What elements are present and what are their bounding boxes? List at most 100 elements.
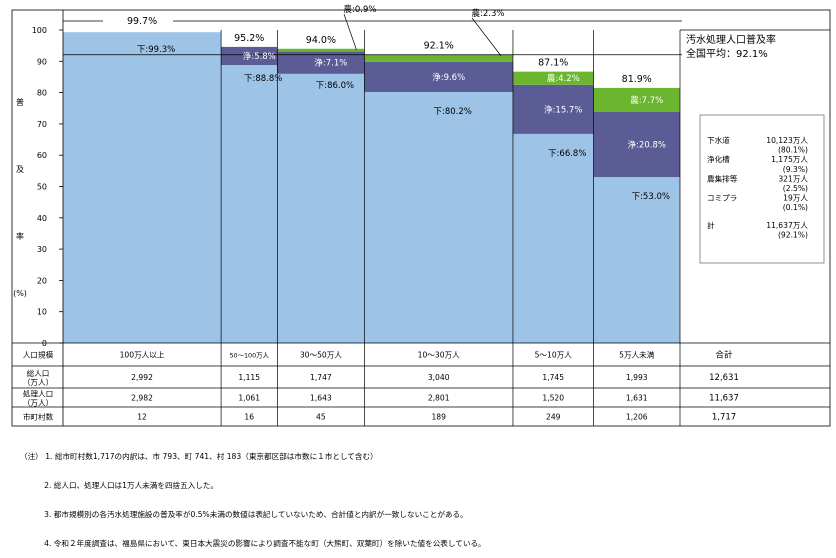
y-tick-label: 10 <box>37 308 47 317</box>
breakdown-value-9: (92.1%) <box>778 230 808 239</box>
table-cell-1-3: 3,040 <box>428 373 450 382</box>
segment-label-joka-1: 浄:5.8% <box>243 51 276 62</box>
segment-label-joka-2: 浄:7.1% <box>314 58 347 69</box>
footnotes: （注） 1. 総市町村数1,717の内訳は、市 793、町 741、村 183（… <box>20 433 486 558</box>
breakdown-value-0: 10,123万人 <box>766 136 808 145</box>
table-cell-1-0: 2,992 <box>131 373 153 382</box>
total-label-5: 81.9% <box>622 74 652 85</box>
segment-label-sewer-1: 下:88.8% <box>244 74 282 84</box>
bar-sewer-2 <box>277 73 365 343</box>
y-tick-label: 40 <box>37 214 47 223</box>
segment-label-agri-5: 農:7.7% <box>630 95 663 106</box>
table-row-header-1-0: 総人口 <box>27 368 50 378</box>
segment-label-sewer-2: 下:86.0% <box>316 81 354 91</box>
breakdown-value-8: 11,637万人 <box>766 221 808 230</box>
bar-joka-2 <box>277 51 365 74</box>
bar-agri-3 <box>364 54 513 62</box>
average-box-value: 全国平均：92.1% <box>686 47 768 60</box>
table-cell-0-5: 5万人未満 <box>619 350 655 360</box>
bar-joka-3 <box>364 61 513 92</box>
table-cell-3-3: 189 <box>431 413 446 422</box>
table-cell-2-2: 1,643 <box>310 394 332 403</box>
footnote-1: （注） 1. 総市町村数1,717の内訳は、市 793、町 741、村 183（… <box>20 452 378 462</box>
y-tick-label: 70 <box>37 120 47 129</box>
y-tick-label: 50 <box>37 183 47 192</box>
bar-sewer-3 <box>364 91 513 343</box>
average-box-title: 汚水処理人口普及率 <box>686 33 776 46</box>
table-cell-2-1: 1,061 <box>238 394 260 403</box>
table-cell-3-0: 12 <box>137 413 147 422</box>
breakdown-value-1: (80.1%) <box>778 146 808 155</box>
y-tick-label: 30 <box>37 245 47 254</box>
bar-joka-4 <box>512 84 594 134</box>
table-cell-0-1: 50～100万人 <box>229 352 269 360</box>
breakdown-label-8: 計 <box>707 220 715 230</box>
bar-joka-5 <box>593 112 680 178</box>
segment-label-agri-4: 農:4.2% <box>547 73 580 84</box>
table-cell-3-4: 249 <box>546 413 561 422</box>
total-label-1: 95.2% <box>234 33 264 44</box>
bar-sewer-5 <box>593 177 680 343</box>
chart-frame <box>11 9 831 427</box>
table-total-2: 11,637 <box>709 394 739 404</box>
y-tick-label: 90 <box>37 57 47 66</box>
table-cell-2-4: 1,520 <box>542 394 564 403</box>
y-tick-label: 20 <box>37 276 47 285</box>
bar-agri-5 <box>593 87 680 113</box>
breakdown-value-5: (2.5%) <box>783 184 808 193</box>
table-cell-1-4: 1,745 <box>542 373 564 382</box>
table-cell-3-5: 1,206 <box>626 413 648 422</box>
bar-sewer-4 <box>512 133 594 343</box>
segment-label-sewer-4: 下:66.8% <box>548 149 586 159</box>
breakdown-label-6: コミプラ <box>707 194 737 203</box>
callout-leader-1 <box>471 17 502 56</box>
breakdown-value-3: (9.3%) <box>783 165 808 174</box>
table-cell-0-2: 30～50万人 <box>300 351 343 360</box>
table-total-0: 合計 <box>715 350 733 361</box>
table-row-header-3-0: 市町村数 <box>23 412 54 422</box>
breakdown-value-4: 321万人 <box>778 174 808 183</box>
bar-agri-2 <box>277 48 365 52</box>
table-total-3: 1,717 <box>712 413 736 423</box>
table-total-1: 12,631 <box>709 373 739 383</box>
table-cell-2-3: 2,801 <box>428 394 450 403</box>
total-label-0: 99.7% <box>127 16 157 27</box>
segment-label-sewer-0: 下:99.3% <box>137 45 175 55</box>
table-cell-1-2: 1,747 <box>310 373 332 382</box>
table-cell-3-1: 16 <box>244 413 254 422</box>
footnote-2: 2. 総人口、処理人口は1万人未満を四捨五入した。 <box>20 480 219 490</box>
segment-label-joka-4: 浄:15.7% <box>544 104 582 115</box>
breakdown-value-2: 1,175万人 <box>771 155 808 164</box>
table-cell-0-4: 5～10万人 <box>535 351 573 360</box>
y-tick-label: 0 <box>42 339 47 348</box>
callout-leader-0 <box>343 13 357 50</box>
total-label-4: 87.1% <box>538 58 568 69</box>
segment-label-joka-5: 浄:20.8% <box>628 140 666 151</box>
breakdown-value-7: (0.1%) <box>783 203 808 212</box>
footnote-4: 4. 令和２年度調査は、福島県において、東日本大震災の影響により調査不能な町（大… <box>20 538 486 548</box>
table-row-header-1-1: （万人） <box>23 378 53 387</box>
y-tick-label: 60 <box>37 151 47 160</box>
breakdown-box <box>699 114 825 264</box>
breakdown-label-2: 浄化槽 <box>707 154 730 164</box>
chart: 0 10 20 30 40 50 60 70 80 90 100 普及率 (%) 99.7% 95.2% 94… <box>11 4 831 427</box>
table-cell-1-1: 1,115 <box>238 373 260 382</box>
y-axis-label-1: 及 <box>16 165 24 174</box>
y-axis-label-2: 率 <box>16 231 24 241</box>
breakdown-label-4: 農集排等 <box>707 173 738 183</box>
callout-label-0: 農:0.9% <box>344 4 377 15</box>
table-cell-1-5: 1,993 <box>626 373 648 382</box>
segment-label-sewer-5: 下:53.0% <box>632 192 670 202</box>
table-row-header-2-1: （万人） <box>23 399 53 408</box>
bar-sewer-0 <box>63 32 222 343</box>
breakdown-label-0: 下水道 <box>707 135 730 145</box>
y-tick-label: 80 <box>37 89 47 98</box>
table-row-header-0-0: 人口規模 <box>23 350 54 360</box>
segment-label-sewer-3: 下:80.2% <box>434 107 472 117</box>
table-row-header-2-0: 処理人口 <box>23 389 53 399</box>
breakdown-value-6: 19万人 <box>783 194 808 203</box>
bar-agri-4 <box>512 71 594 85</box>
total-label-2: 94.0% <box>306 35 336 46</box>
table-cell-0-3: 10～30万人 <box>418 351 461 360</box>
table-cell-2-0: 2,982 <box>131 394 153 403</box>
